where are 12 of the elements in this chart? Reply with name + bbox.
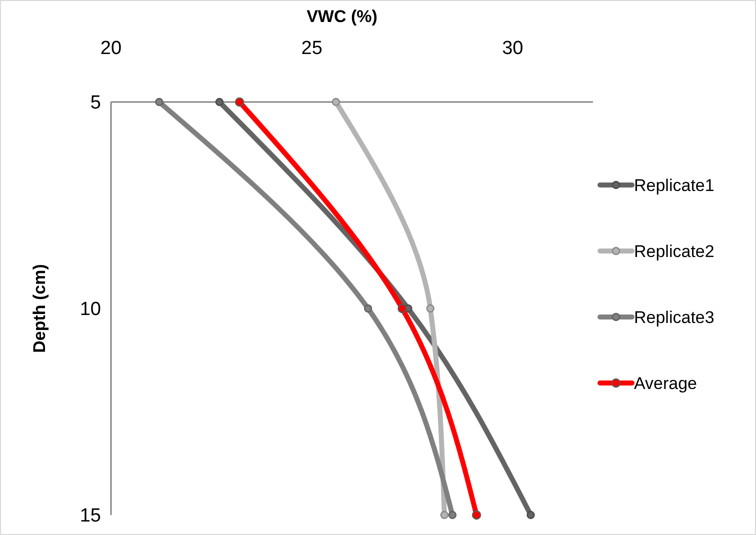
- x-tick-label: 30: [502, 38, 524, 59]
- x-tick-label: 25: [301, 38, 322, 59]
- y-tick-label: 5: [90, 92, 101, 114]
- legend-label: Average: [634, 374, 698, 393]
- legend-label: Replicate3: [634, 308, 714, 327]
- x-tick-label: 20: [100, 38, 122, 59]
- y-tick-label: 10: [80, 299, 101, 320]
- legend-label: Replicate2: [634, 242, 714, 261]
- x-axis-title: VWC (%): [306, 7, 378, 26]
- y-axis-title: Depth (cm): [30, 264, 49, 353]
- y-tick-label: 15: [80, 506, 101, 527]
- legend-label: Replicate1: [634, 176, 714, 195]
